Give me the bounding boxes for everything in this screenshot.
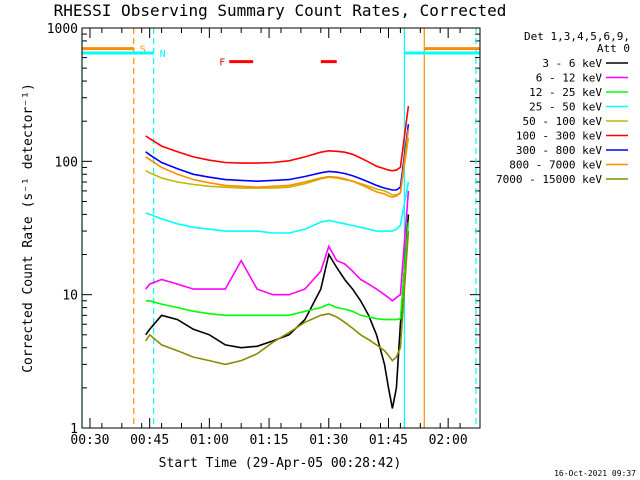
y-tick-label: 10 <box>62 289 78 304</box>
y-tick-label: 1 <box>70 422 78 437</box>
series-line <box>145 124 410 191</box>
flag-bar-label: S <box>140 45 146 56</box>
x-tick-label: 01:30 <box>309 433 348 448</box>
series-line <box>145 181 410 234</box>
series-line <box>145 128 410 198</box>
series-line <box>145 231 410 366</box>
y-tick-label: 1000 <box>47 22 78 37</box>
x-tick-label: 01:00 <box>190 433 229 448</box>
x-tick-label: 01:15 <box>249 433 288 448</box>
legend-label: 300 - 800 keV <box>516 144 602 157</box>
x-axis-label: Start Time (29-Apr-05 00:28:42) <box>159 456 402 471</box>
x-tick-label: 00:45 <box>130 433 169 448</box>
legend-header: Det 1,3,4,5,6,9, <box>524 30 630 43</box>
legend-label: 800 - 7000 keV <box>509 159 602 172</box>
footer-timestamp: 16-Oct-2021 09:37 <box>554 469 636 478</box>
plot-frame <box>81 27 481 429</box>
y-tick-label: 100 <box>55 155 78 170</box>
legend-label: 3 - 6 keV <box>542 57 602 70</box>
x-tick-label: 00:30 <box>70 433 109 448</box>
legend-label: 25 - 50 keV <box>529 101 602 114</box>
y-axis-label: Corrected Count Rate (s⁻¹ detector⁻¹) <box>21 83 36 373</box>
legend-subheader: Att 0 <box>597 42 630 55</box>
flag-bar-label: F <box>219 58 225 69</box>
series-line <box>145 105 410 172</box>
legend-label: 50 - 100 keV <box>523 115 603 128</box>
legend-label: 7000 - 15000 keV <box>496 173 602 186</box>
series-line <box>145 190 410 302</box>
legend-label: 12 - 25 keV <box>529 86 602 99</box>
flag-bar-label: N <box>160 49 166 60</box>
series-line <box>145 214 410 409</box>
series-line <box>145 222 410 321</box>
legend-label: 100 - 300 keV <box>516 130 602 143</box>
chart-title: RHESSI Observing Summary Count Rates, Co… <box>54 1 507 20</box>
x-tick-label: 01:45 <box>369 433 408 448</box>
x-tick-label: 02:00 <box>429 433 468 448</box>
legend-label: 6 - 12 keV <box>536 72 603 85</box>
